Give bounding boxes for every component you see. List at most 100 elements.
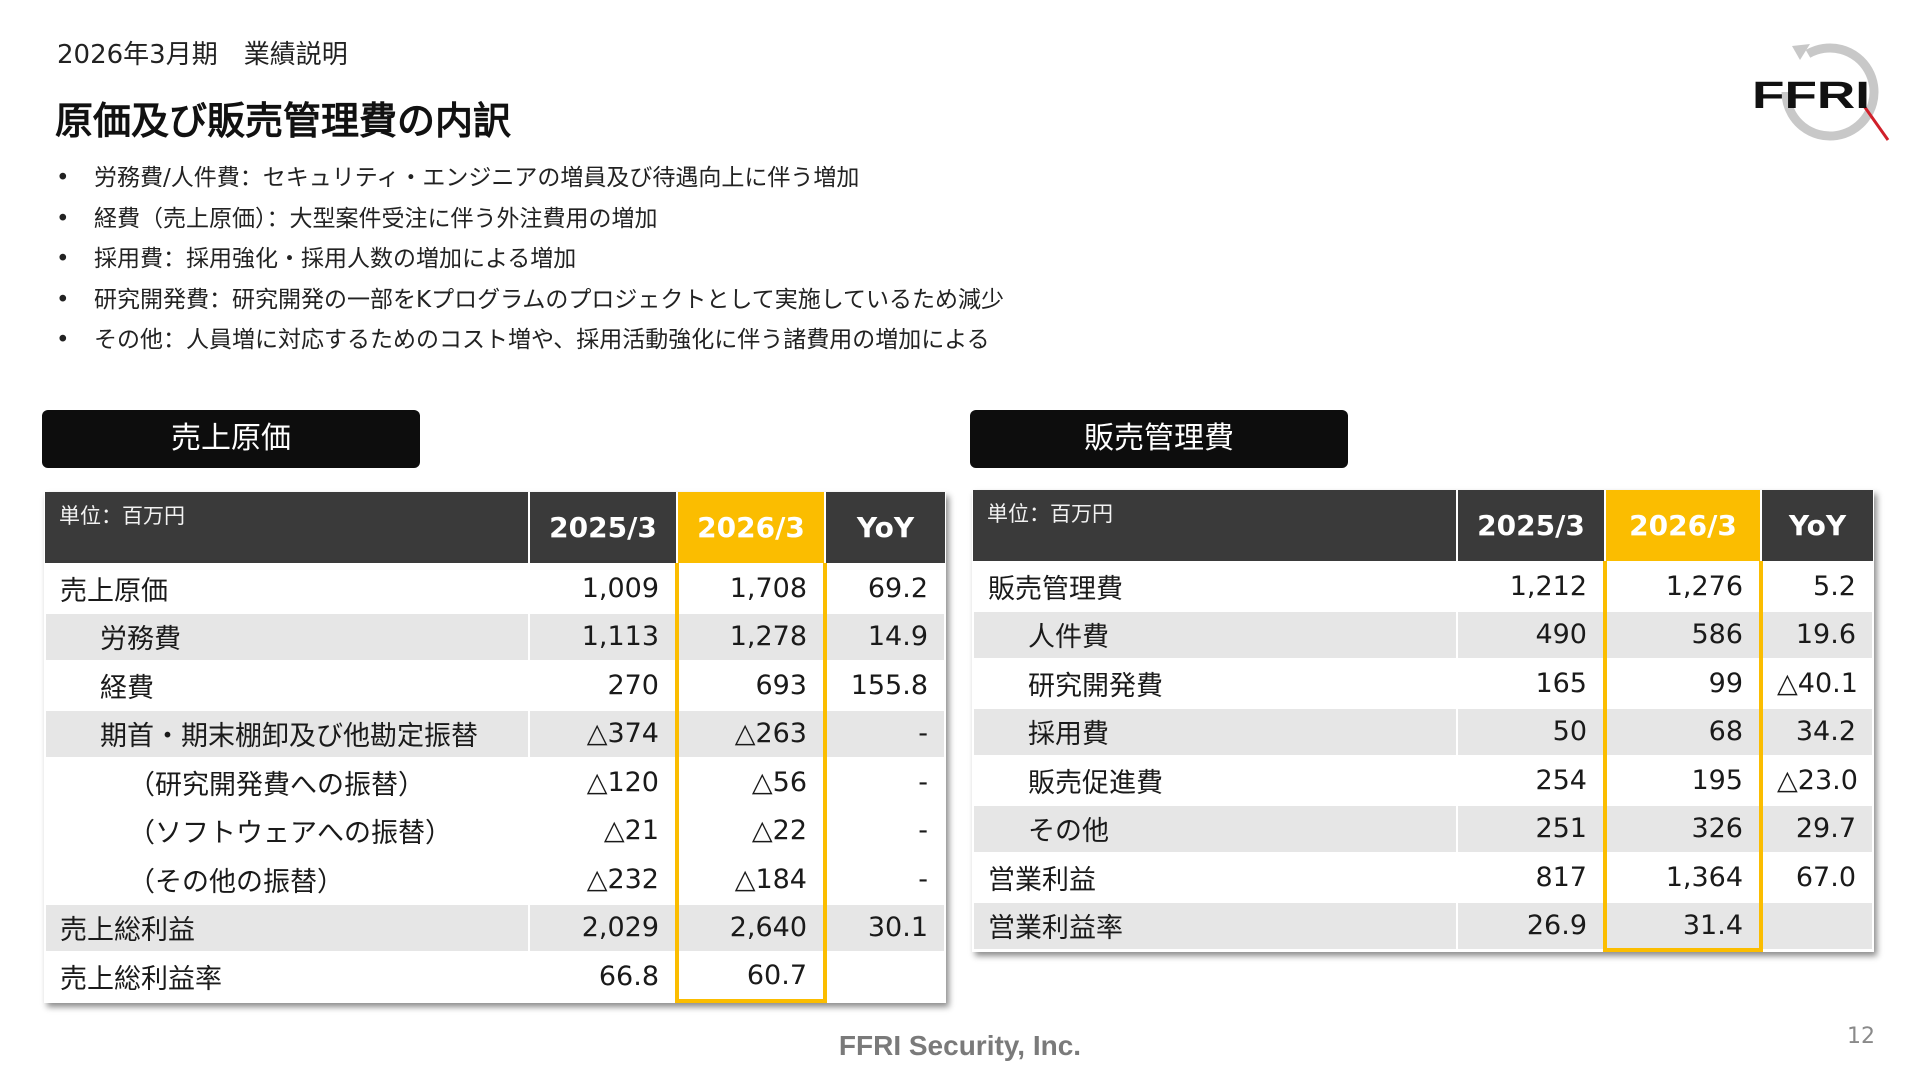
column-header-yoy: YoY	[1761, 490, 1873, 562]
value-2026: 2,640	[675, 902, 827, 953]
value-2025: 66.8	[528, 951, 678, 1002]
value-2025: 251	[1456, 803, 1606, 854]
table-row: その他 251 326 29.7	[972, 803, 1874, 854]
row-label: 労務費	[44, 611, 530, 662]
table-row: 期首・期末棚卸及び他勘定振替 △374 △263 -	[44, 708, 946, 759]
value-yoy: 5.2	[1760, 561, 1874, 612]
bullet-list: 労務費/人件費：セキュリティ・エンジニアの増員及び待遇向上に伴う増加 経費（売上…	[55, 158, 1004, 361]
table-row: 売上総利益率 66.8 60.7	[44, 951, 946, 1003]
value-yoy: △40.1	[1760, 658, 1874, 709]
table-row: 人件費 490 586 19.6	[972, 609, 1874, 660]
row-label: 販売管理費	[972, 561, 1458, 612]
logo-text: FFRI	[1752, 75, 1870, 117]
column-header-2026: 2026/3	[677, 492, 826, 564]
value-2026: 195	[1603, 755, 1763, 806]
value-2025: △374	[528, 708, 678, 759]
table-row: 販売促進費 254 195 △23.0	[972, 755, 1874, 806]
value-yoy: -	[824, 805, 946, 856]
row-label: （ソフトウェアへの振替）	[44, 805, 530, 856]
row-label: 販売促進費	[972, 755, 1458, 806]
value-2026: 1,364	[1603, 852, 1763, 903]
ffri-logo: FFRI	[1752, 36, 1898, 146]
value-2026: 1,276	[1603, 561, 1763, 612]
row-label: 採用費	[972, 706, 1458, 757]
row-label: 経費	[44, 660, 530, 711]
table-row: 販売管理費 1,212 1,276 5.2	[972, 561, 1874, 612]
value-2025: 817	[1456, 852, 1606, 903]
value-yoy	[1760, 900, 1874, 951]
table-row: 経費 270 693 155.8	[44, 660, 946, 711]
value-2026: 68	[1603, 706, 1763, 757]
value-2026: 99	[1603, 658, 1763, 709]
table-row: （その他の振替） △232 △184 -	[44, 854, 946, 905]
page-number: 12	[1847, 1024, 1875, 1049]
value-2026: 326	[1603, 803, 1763, 854]
row-label: 売上総利益	[44, 902, 530, 953]
value-yoy: 14.9	[824, 611, 946, 662]
table-header-row: 単位：百万円 2025/3 2026/3 YoY	[973, 490, 1873, 562]
value-2026: △263	[675, 708, 827, 759]
period-label: 2026年3月期 業績説明	[57, 40, 348, 70]
value-2025: 270	[528, 660, 678, 711]
row-label: 売上原価	[44, 563, 530, 614]
table-row: 営業利益 817 1,364 67.0	[972, 852, 1874, 903]
row-label: 研究開発費	[972, 658, 1458, 709]
cogs-table: 単位：百万円 2025/3 2026/3 YoY 売上原価 1,009 1,70…	[44, 492, 946, 1003]
value-yoy: △23.0	[1760, 755, 1874, 806]
row-label: 売上総利益率	[44, 951, 530, 1002]
table-row: 研究開発費 165 99 △40.1	[972, 658, 1874, 709]
table-header-row: 単位：百万円 2025/3 2026/3 YoY	[45, 492, 945, 564]
table-row: 営業利益率 26.9 31.4	[972, 900, 1874, 952]
value-2025: 165	[1456, 658, 1606, 709]
row-label: （その他の振替）	[44, 854, 530, 905]
bullet-item: 研究開発費：研究開発の一部をKプログラムのプロジェクトとして実施しているため減少	[55, 280, 1004, 321]
value-2026: △184	[675, 854, 827, 905]
column-header-2025: 2025/3	[1457, 490, 1606, 562]
value-2026: 60.7	[675, 951, 827, 1003]
sga-table: 単位：百万円 2025/3 2026/3 YoY 販売管理費 1,212 1,2…	[972, 490, 1874, 952]
row-label: 人件費	[972, 609, 1458, 660]
value-yoy: -	[824, 708, 946, 759]
cogs-section-label: 売上原価	[42, 410, 420, 468]
row-label: 期首・期末棚卸及び他勘定振替	[44, 708, 530, 759]
column-header-2025: 2025/3	[529, 492, 678, 564]
value-2026: △22	[675, 805, 827, 856]
value-2026: 31.4	[1603, 900, 1763, 952]
value-2025: 1,009	[528, 563, 678, 614]
bullet-item: 経費（売上原価）：大型案件受注に伴う外注費用の増加	[55, 199, 1004, 240]
sga-section-label: 販売管理費	[970, 410, 1348, 468]
row-label: （研究開発費への振替）	[44, 757, 530, 808]
value-yoy: 29.7	[1760, 803, 1874, 854]
value-yoy: 69.2	[824, 563, 946, 614]
value-2025: 50	[1456, 706, 1606, 757]
value-yoy: 30.1	[824, 902, 946, 953]
value-2025: 26.9	[1456, 900, 1606, 951]
value-2026: 1,278	[675, 611, 827, 662]
value-2026: 1,708	[675, 563, 827, 614]
value-yoy	[824, 951, 946, 1002]
value-2026: 586	[1603, 609, 1763, 660]
value-2025: 254	[1456, 755, 1606, 806]
bullet-item: その他：人員増に対応するためのコスト増や、採用活動強化に伴う諸費用の増加による	[55, 320, 1004, 361]
value-2025: 1,113	[528, 611, 678, 662]
column-header-yoy: YoY	[825, 492, 945, 564]
value-2025: △21	[528, 805, 678, 856]
value-2025: 490	[1456, 609, 1606, 660]
value-yoy: -	[824, 854, 946, 905]
value-2026: △56	[675, 757, 827, 808]
row-label: 営業利益	[972, 852, 1458, 903]
table-row: 労務費 1,113 1,278 14.9	[44, 611, 946, 662]
table-row: （ソフトウェアへの振替） △21 △22 -	[44, 805, 946, 856]
table-row: （研究開発費への振替） △120 △56 -	[44, 757, 946, 808]
value-yoy: 34.2	[1760, 706, 1874, 757]
column-header-2026: 2026/3	[1605, 490, 1762, 562]
unit-label: 単位：百万円	[973, 490, 1458, 562]
unit-label: 単位：百万円	[45, 492, 530, 564]
row-label: その他	[972, 803, 1458, 854]
company-footer: FFRI Security, Inc.	[838, 1030, 1082, 1061]
bullet-item: 採用費：採用強化・採用人数の増加による増加	[55, 239, 1004, 280]
value-yoy: -	[824, 757, 946, 808]
value-2025: △232	[528, 854, 678, 905]
row-label: 営業利益率	[972, 900, 1458, 951]
table-row: 売上総利益 2,029 2,640 30.1	[44, 902, 946, 953]
